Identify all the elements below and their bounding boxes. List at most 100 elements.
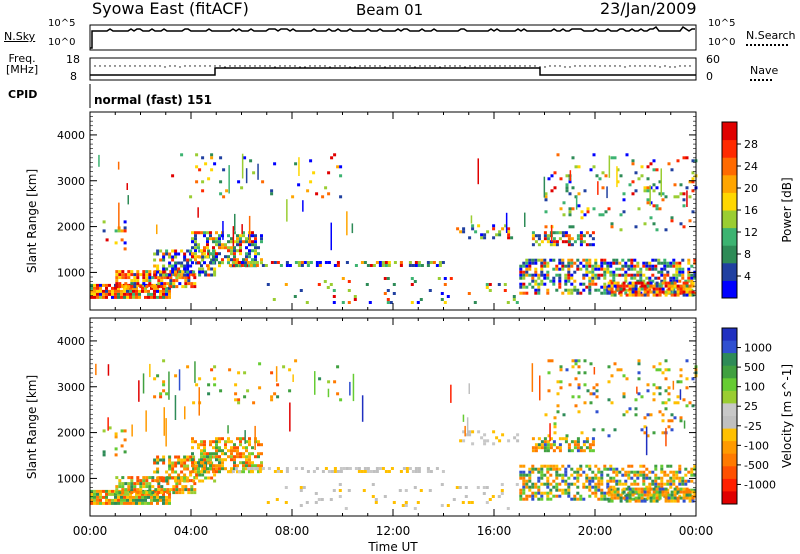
data-cell	[251, 243, 254, 247]
data-cell	[594, 476, 598, 480]
data-cell	[411, 470, 415, 473]
data-cell	[251, 452, 254, 456]
data-cell	[624, 479, 628, 483]
data-cell	[197, 255, 200, 259]
nave-dot	[414, 66, 416, 68]
data-cell	[679, 490, 683, 494]
data-cell	[552, 467, 556, 471]
data-cell	[658, 490, 662, 494]
colorbar-tick-label: -100	[744, 439, 769, 452]
data-cell	[603, 276, 607, 280]
data-cell	[537, 470, 541, 474]
data-cell	[594, 494, 598, 498]
data-cell	[482, 492, 486, 495]
colorbar-tick-label: 16	[744, 204, 758, 217]
data-cell	[540, 494, 544, 498]
nave-dot	[289, 65, 291, 67]
data-cell	[200, 231, 203, 235]
data-cell	[577, 192, 581, 196]
data-cell	[588, 276, 592, 280]
data-cell	[213, 267, 217, 271]
data-cell	[177, 261, 181, 265]
data-streak	[117, 161, 120, 170]
data-cell	[606, 482, 610, 486]
data-cell	[667, 425, 671, 429]
data-cell	[209, 252, 212, 256]
data-cell	[174, 252, 178, 256]
data-cell	[543, 237, 547, 241]
data-cell	[549, 443, 553, 447]
data-cell	[658, 493, 662, 497]
data-cell	[218, 464, 221, 468]
data-cell	[582, 273, 586, 277]
data-cell	[543, 282, 547, 286]
data-cell	[652, 284, 656, 288]
data-cell	[619, 287, 623, 291]
data-cell	[588, 234, 592, 238]
data-cell	[383, 495, 387, 498]
data-cell	[219, 180, 223, 184]
data-cell	[648, 288, 652, 292]
data-cell	[631, 287, 635, 291]
data-cell	[321, 470, 325, 473]
data-cell	[592, 207, 596, 211]
data-cell	[639, 276, 643, 280]
data-cell	[553, 416, 557, 420]
data-cell	[537, 285, 541, 289]
data-cell	[300, 467, 304, 470]
data-cell	[148, 273, 152, 277]
data-cell	[157, 491, 161, 495]
data-cell	[248, 464, 251, 468]
data-cell	[573, 476, 577, 480]
data-cell	[658, 192, 662, 196]
data-cell	[657, 258, 661, 262]
data-cell	[148, 491, 152, 495]
nave-dot	[199, 65, 201, 67]
data-cell	[576, 443, 580, 447]
data-cell	[531, 449, 535, 453]
colorbar-band	[722, 365, 737, 379]
data-cell	[227, 255, 230, 259]
data-cell	[588, 482, 592, 486]
data-cell	[616, 168, 620, 172]
data-cell	[221, 243, 224, 247]
data-cell	[102, 292, 105, 296]
data-cell	[549, 464, 553, 468]
data-cell	[654, 479, 658, 483]
data-cell	[207, 392, 211, 396]
data-cell	[194, 249, 197, 253]
nave-text: Nave	[750, 64, 779, 77]
data-cell	[139, 491, 143, 495]
data-cell	[649, 413, 653, 417]
data-cell	[252, 264, 256, 267]
data-cell	[640, 174, 644, 178]
data-cell	[606, 479, 610, 483]
data-cell	[138, 501, 141, 505]
data-cell	[556, 392, 560, 396]
data-cell	[190, 479, 194, 483]
data-cell	[633, 479, 637, 483]
data-cell	[90, 289, 93, 293]
data-cell	[121, 488, 125, 492]
data-cell	[600, 258, 604, 262]
data-cell	[354, 264, 358, 267]
data-cell	[353, 298, 357, 301]
data-cell	[245, 449, 248, 453]
data-cell	[592, 165, 596, 169]
noise-search-label: N.Search	[746, 29, 796, 46]
data-cell	[218, 470, 221, 474]
nave-dot	[149, 65, 151, 67]
data-cell	[206, 243, 209, 247]
data-cell	[121, 285, 125, 289]
data-cell	[687, 279, 691, 283]
data-cell	[267, 467, 271, 470]
cpid-label: CPID	[8, 88, 38, 101]
data-cell	[664, 368, 668, 372]
data-cell	[630, 273, 634, 277]
data-cell	[543, 261, 547, 265]
data-cell	[613, 293, 617, 297]
data-cell	[166, 282, 170, 286]
data-cell	[327, 171, 331, 175]
data-cell	[105, 489, 108, 493]
data-cell	[646, 487, 650, 491]
